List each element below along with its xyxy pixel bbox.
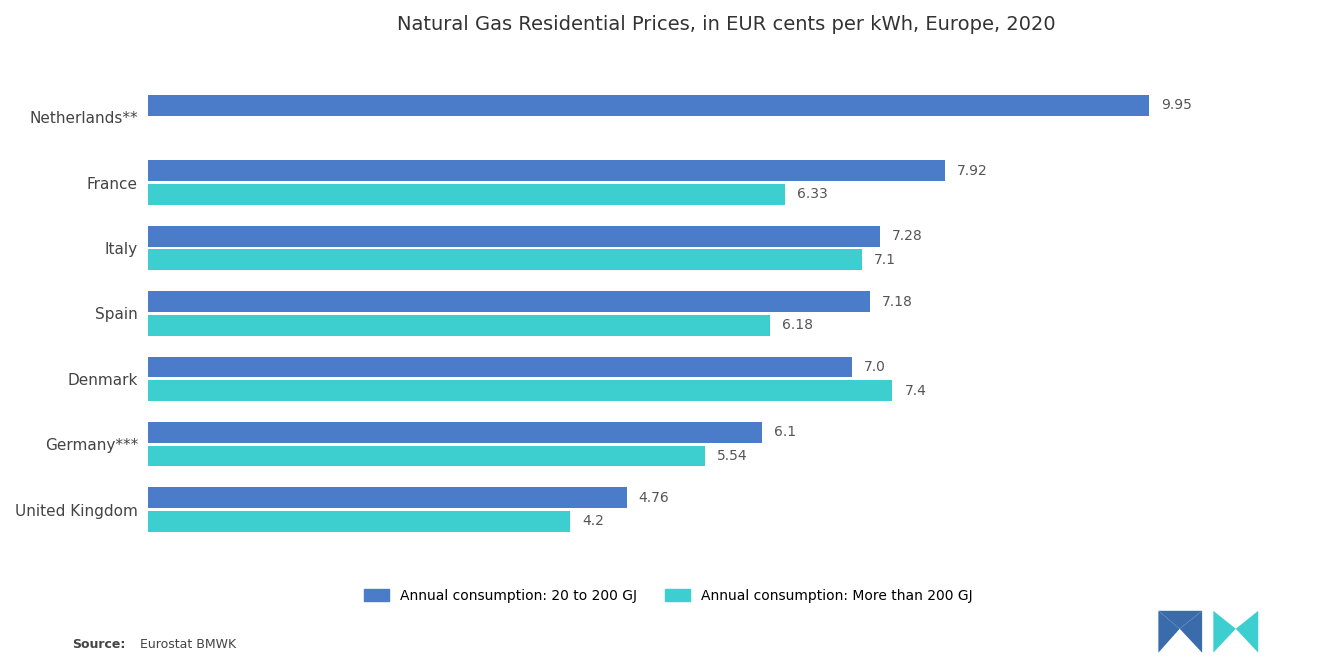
Bar	[148, 95, 1148, 116]
Bar	[148, 487, 627, 508]
Text: 6.33: 6.33	[797, 188, 828, 201]
Text: Source:: Source:	[73, 638, 125, 652]
Bar	[148, 225, 880, 247]
Bar	[148, 356, 853, 378]
Bar	[148, 380, 892, 401]
Bar	[148, 422, 762, 443]
Bar	[148, 511, 570, 532]
Text: 7.18: 7.18	[882, 295, 913, 309]
Polygon shape	[1159, 610, 1203, 629]
Legend: Annual consumption: 20 to 200 GJ, Annual consumption: More than 200 GJ: Annual consumption: 20 to 200 GJ, Annual…	[364, 589, 973, 603]
Text: 7.0: 7.0	[865, 360, 886, 374]
Text: 4.76: 4.76	[639, 491, 669, 505]
Polygon shape	[1180, 610, 1203, 653]
Bar	[148, 249, 862, 270]
Text: 6.18: 6.18	[781, 318, 813, 332]
Text: 7.28: 7.28	[892, 229, 923, 243]
Bar	[148, 184, 784, 205]
Text: 7.4: 7.4	[904, 384, 927, 398]
Polygon shape	[1159, 610, 1180, 653]
Text: 6.1: 6.1	[774, 426, 796, 440]
Text: 7.92: 7.92	[957, 164, 987, 178]
Text: 5.54: 5.54	[717, 449, 748, 463]
Text: 9.95: 9.95	[1162, 98, 1192, 112]
Polygon shape	[1236, 610, 1258, 653]
Title: Natural Gas Residential Prices, in EUR cents per kWh, Europe, 2020: Natural Gas Residential Prices, in EUR c…	[397, 15, 1056, 34]
Bar	[148, 291, 870, 312]
Text: 7.1: 7.1	[874, 253, 896, 267]
Bar	[148, 315, 770, 336]
Polygon shape	[1213, 610, 1236, 653]
Bar	[148, 446, 705, 466]
Text: 4.2: 4.2	[582, 515, 605, 529]
Bar	[148, 160, 945, 181]
Text: Eurostat BMWK: Eurostat BMWK	[136, 638, 236, 652]
